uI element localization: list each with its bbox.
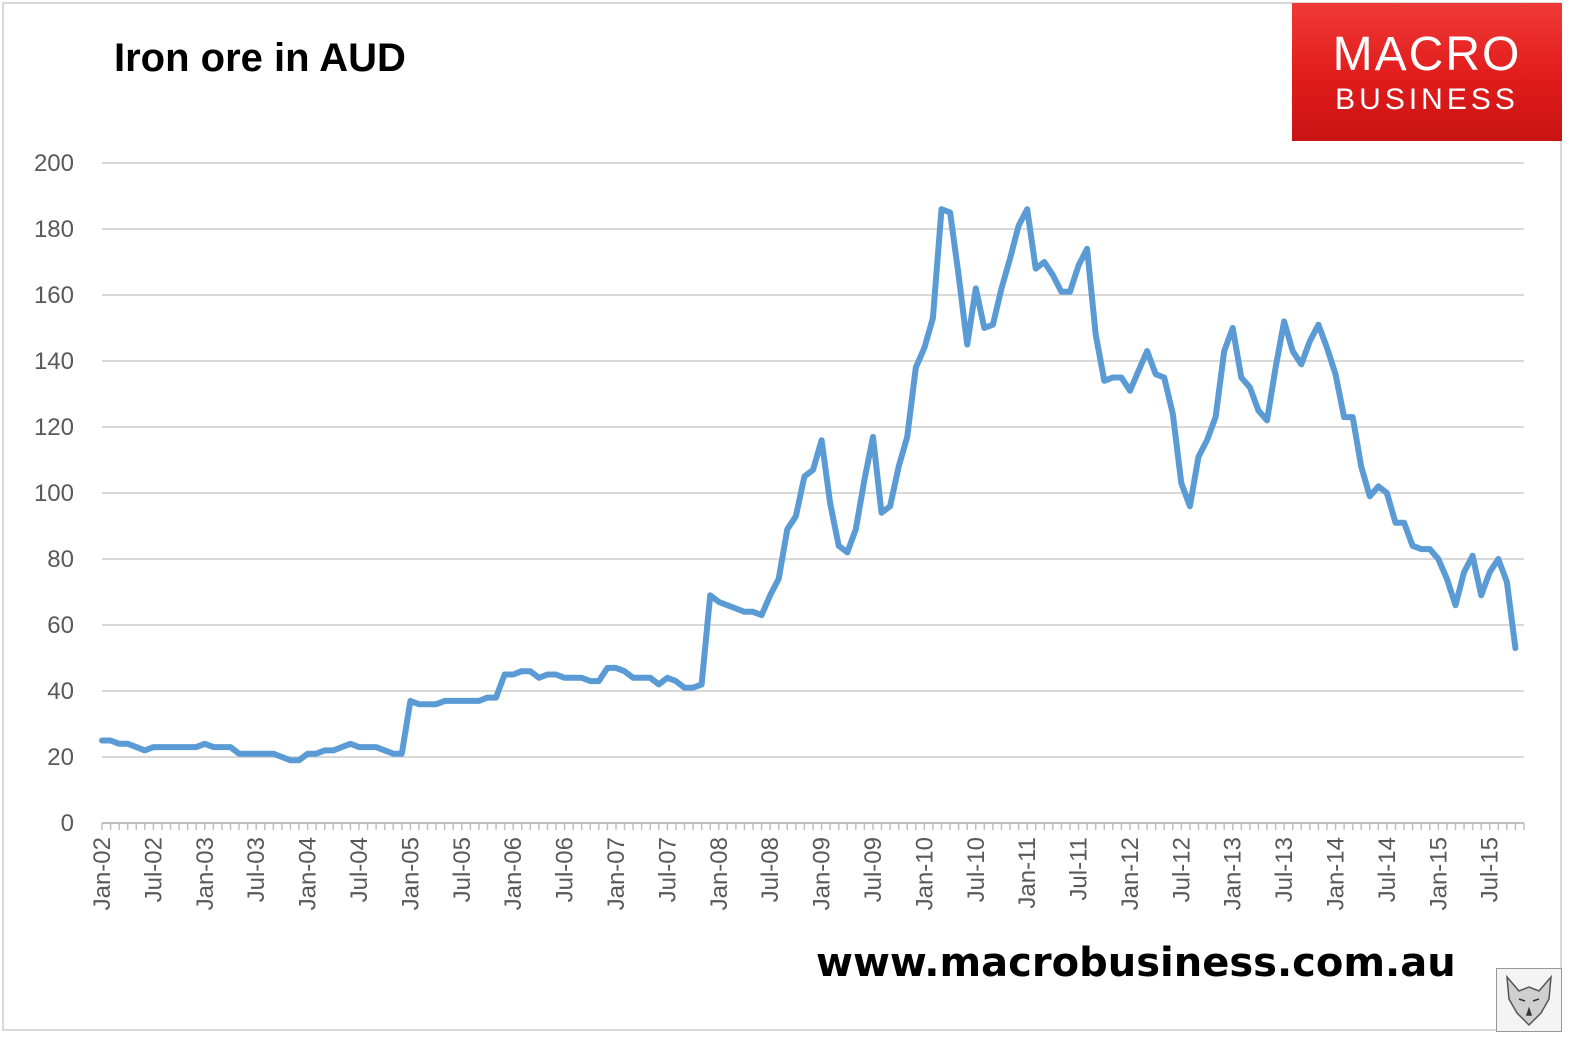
fox-logo-icon [1496,968,1562,1032]
y-tick-label: 100 [34,480,74,507]
x-tick-label: Jan-12 [1117,837,1144,910]
logo-line-macro: MACRO [1332,28,1522,81]
x-tick-label: Jan-07 [603,837,630,910]
x-tick-label: Jul-10 [963,837,990,902]
y-tick-label: 200 [34,150,74,177]
x-tick-label: Jul-12 [1168,837,1195,902]
x-tick-label: Jan-08 [706,837,733,910]
y-tick-label: 0 [61,810,74,837]
y-tick-label: 160 [34,282,74,309]
x-tick-label: Jan-06 [500,837,527,910]
y-tick-label: 20 [47,744,74,771]
x-tick-label: Jan-04 [295,837,322,910]
x-tick-label: Jan-14 [1323,837,1350,910]
x-tick-label: Jan-13 [1220,837,1247,910]
x-tick-label: Jul-08 [757,837,784,902]
x-tick-label: Jan-02 [89,837,116,910]
chart-title: Iron ore in AUD [114,36,406,80]
y-tick-label: 80 [47,546,74,573]
series-line [99,206,1519,764]
x-tick-label: Jul-15 [1477,837,1504,902]
y-tick-label: 180 [34,216,74,243]
x-tick-label: Jan-03 [192,837,219,910]
x-tick-label: Jul-13 [1271,837,1298,902]
chart-frame [2,2,1562,1031]
x-tick-label: Jul-11 [1066,837,1093,901]
x-tick-label: Jul-09 [860,837,887,902]
x-tick-label: Jul-14 [1374,837,1401,902]
x-tick-label: Jul-02 [140,837,167,902]
logo-line-business: BUSINESS [1335,83,1519,116]
x-tick-label: Jul-03 [243,837,270,902]
x-tick-label: Jul-07 [654,837,681,902]
x-tick-label: Jan-05 [397,837,424,910]
y-tick-label: 40 [47,678,74,705]
x-tick-label: Jan-09 [809,837,836,910]
x-tick-label: Jan-11 [1014,837,1041,909]
y-tick-label: 120 [34,414,74,441]
y-tick-label: 60 [47,612,74,639]
x-tick-label: Jul-06 [552,837,579,902]
y-tick-label: 140 [34,348,74,375]
x-tick-label: Jul-05 [449,837,476,902]
x-tick-label: Jul-04 [346,837,373,902]
website-url: www.macrobusiness.com.au [816,940,1456,986]
x-tick-label: Jan-10 [911,837,938,910]
macrobusiness-logo: MACRO BUSINESS [1292,3,1562,141]
x-tick-label: Jan-15 [1425,837,1452,910]
